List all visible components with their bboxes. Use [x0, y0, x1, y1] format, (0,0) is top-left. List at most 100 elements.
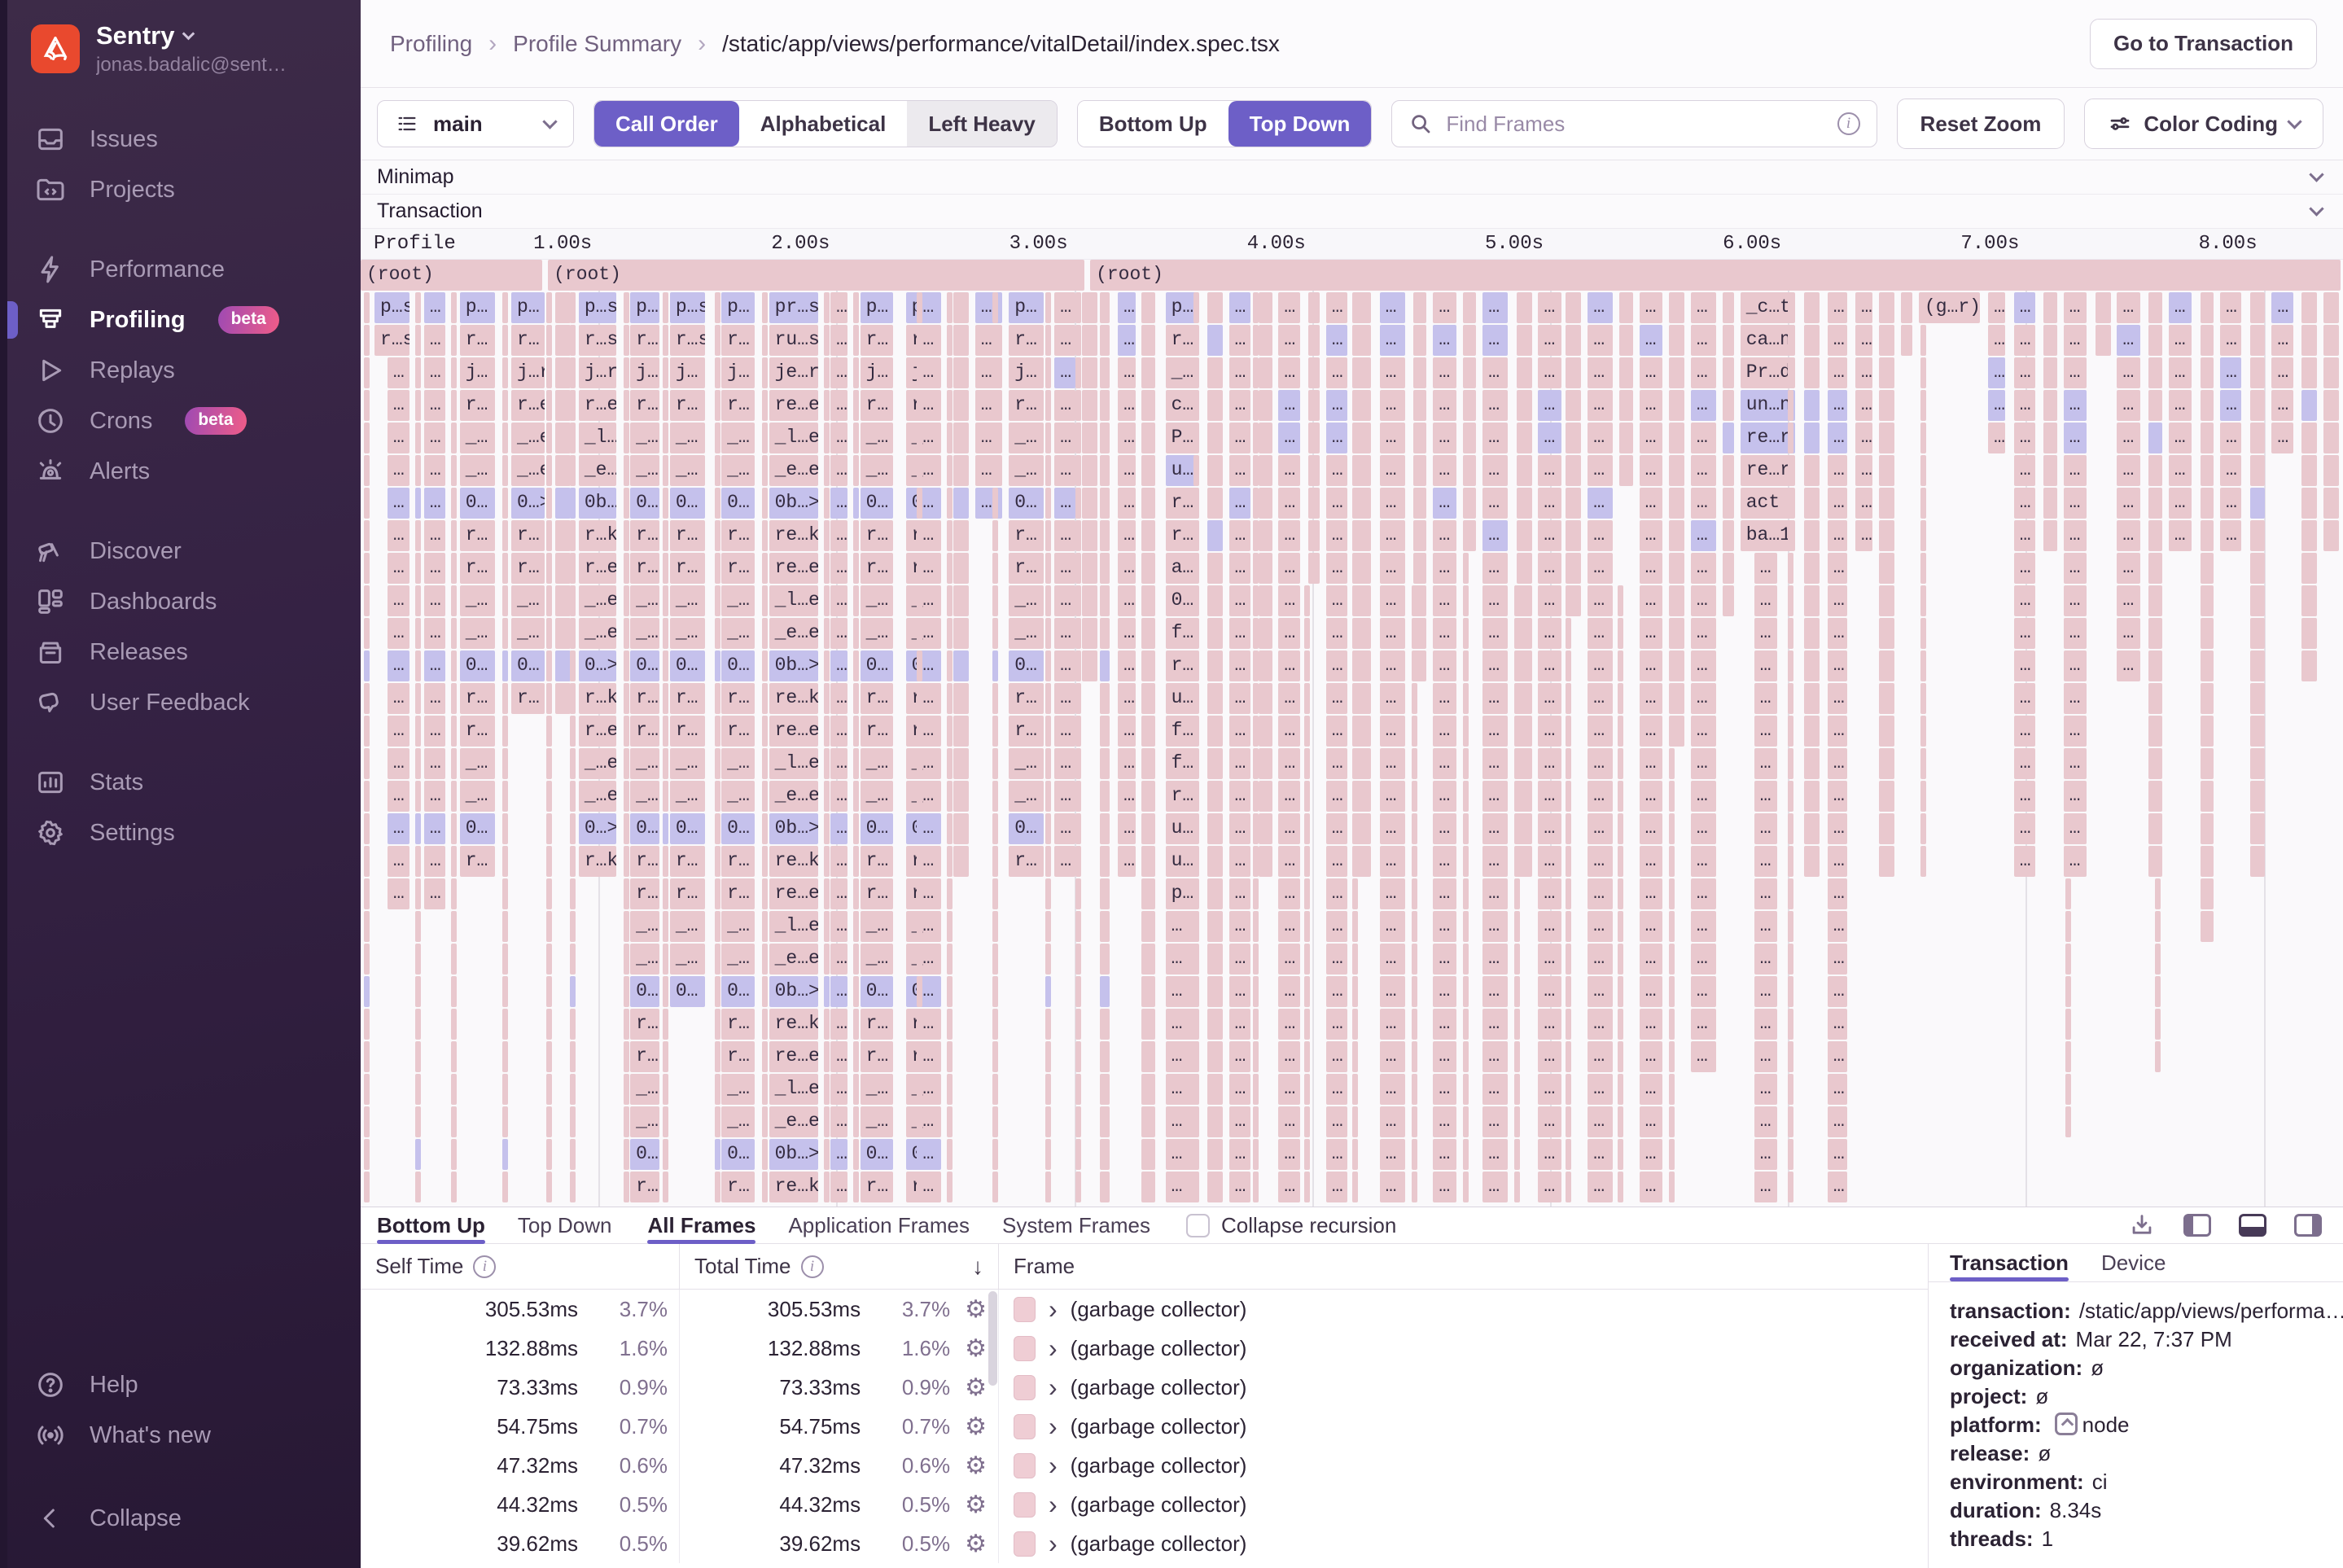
flame-frame[interactable]: [947, 488, 953, 519]
flame-frame[interactable]: [1804, 488, 1820, 519]
flame-frame[interactable]: …: [1229, 683, 1250, 714]
flame-frame[interactable]: …: [2220, 455, 2241, 486]
flame-frame[interactable]: [1723, 292, 1734, 323]
flame-frame[interactable]: …: [1691, 976, 1716, 1007]
flame-frame[interactable]: [917, 813, 922, 844]
flame-frame[interactable]: [1514, 1074, 1520, 1105]
flame-frame[interactable]: r…: [1009, 553, 1044, 584]
flame-frame[interactable]: [1259, 357, 1272, 388]
flame-frame[interactable]: [1045, 520, 1051, 551]
flame-frame[interactable]: p…: [511, 292, 545, 323]
flame-frame[interactable]: …: [2220, 423, 2241, 453]
flame-frame[interactable]: [555, 455, 571, 486]
flame-frame[interactable]: [1075, 813, 1081, 844]
flame-frame[interactable]: …: [1380, 813, 1405, 844]
flame-frame[interactable]: [947, 781, 953, 812]
flame-frame[interactable]: [1207, 846, 1223, 877]
flame-frame[interactable]: [624, 1106, 629, 1137]
flame-frame[interactable]: [1514, 1172, 1520, 1202]
flame-frame[interactable]: [1618, 911, 1623, 942]
flame-frame[interactable]: [2250, 390, 2266, 421]
flame-frame[interactable]: …: [1640, 488, 1663, 519]
flame-frame[interactable]: …: [2014, 520, 2035, 551]
flame-frame[interactable]: …: [1326, 1074, 1347, 1105]
flame-frame[interactable]: 0…: [906, 650, 941, 681]
flame-frame[interactable]: …: [1118, 325, 1135, 356]
flame-frame[interactable]: [1804, 423, 1820, 453]
flame-frame[interactable]: [1193, 1106, 1199, 1137]
flame-frame[interactable]: [1082, 520, 1097, 551]
collapse-recursion-toggle[interactable]: Collapse recursion: [1186, 1213, 1396, 1238]
flame-frame[interactable]: …: [1433, 423, 1456, 453]
flame-frame[interactable]: [953, 683, 969, 714]
flame-frame[interactable]: [947, 976, 953, 1007]
flame-frame[interactable]: [853, 1139, 859, 1170]
flame-frame[interactable]: [546, 553, 552, 584]
flame-frame[interactable]: [2148, 781, 2161, 812]
flame-frame[interactable]: …: [1482, 878, 1508, 909]
flame-frame[interactable]: [853, 423, 859, 453]
flame-frame[interactable]: …: [1588, 650, 1613, 681]
flame-frame[interactable]: [1566, 292, 1571, 323]
flame-frame[interactable]: …: [1278, 1009, 1299, 1040]
flame-frame[interactable]: [451, 292, 457, 323]
flame-frame[interactable]: [624, 292, 629, 323]
flame-frame[interactable]: r…: [511, 520, 545, 551]
flame-frame[interactable]: [451, 1172, 457, 1202]
flame-frame[interactable]: [364, 683, 370, 714]
flame-frame[interactable]: …: [1828, 520, 1847, 551]
flame-frame[interactable]: [1669, 683, 1684, 714]
flame-frame[interactable]: r…: [670, 716, 705, 747]
flame-frame[interactable]: …: [1433, 1009, 1456, 1040]
flame-frame[interactable]: [1352, 716, 1358, 747]
flame-frame[interactable]: …: [2014, 455, 2035, 486]
flame-frame[interactable]: …: [1828, 1074, 1847, 1105]
flame-frame[interactable]: …: [1278, 911, 1299, 942]
flame-frame[interactable]: [2301, 520, 2317, 551]
flame-frame[interactable]: [2065, 1106, 2071, 1137]
flame-frame[interactable]: [570, 1139, 576, 1170]
flame-frame[interactable]: [1193, 1041, 1199, 1072]
flame-frame[interactable]: …: [1326, 748, 1347, 779]
flame-frame[interactable]: [992, 1041, 998, 1072]
flame-frame[interactable]: [2201, 781, 2214, 812]
flame-frame[interactable]: [1253, 357, 1259, 388]
flame-frame[interactable]: [1413, 520, 1426, 551]
flame-frame[interactable]: [1082, 488, 1097, 519]
flame-frame[interactable]: _…: [630, 585, 659, 616]
search-input[interactable]: [1446, 112, 1824, 137]
flame-frame[interactable]: [853, 553, 859, 584]
flame-frame[interactable]: [1193, 390, 1199, 421]
flame-frame[interactable]: …: [2271, 423, 2293, 453]
flame-frame[interactable]: [570, 423, 576, 453]
flame-frame[interactable]: [1141, 911, 1154, 942]
flame-frame[interactable]: [2201, 813, 2214, 844]
flame-frame[interactable]: [570, 520, 576, 551]
expand-chevron-icon[interactable]: ›: [1049, 1296, 1058, 1322]
flame-frame[interactable]: _…: [460, 748, 495, 779]
flame-frame[interactable]: [1352, 488, 1358, 519]
flame-frame[interactable]: [715, 553, 720, 584]
flame-frame[interactable]: [1207, 748, 1223, 779]
flame-frame[interactable]: _…: [460, 618, 495, 649]
flame-frame[interactable]: [1723, 455, 1734, 486]
flame-frame[interactable]: [1566, 390, 1571, 421]
flame-frame[interactable]: _…: [460, 455, 495, 486]
sort-alphabetical[interactable]: Alphabetical: [739, 101, 908, 147]
flame-frame[interactable]: …: [1855, 292, 1872, 323]
flame-frame[interactable]: [762, 716, 768, 747]
flame-frame[interactable]: …: [388, 781, 409, 812]
flame-frame[interactable]: [1207, 1074, 1223, 1105]
flame-frame[interactable]: [1253, 553, 1259, 584]
flame-frame[interactable]: …: [1433, 748, 1456, 779]
flame-frame[interactable]: [1879, 390, 1894, 421]
search-info-icon[interactable]: i: [1837, 112, 1860, 135]
flame-frame[interactable]: …: [1229, 716, 1250, 747]
flame-frame[interactable]: _…: [721, 423, 755, 453]
flame-frame[interactable]: [1463, 911, 1469, 942]
flame-frame[interactable]: [546, 455, 552, 486]
flame-frame[interactable]: …: [424, 423, 445, 453]
flame-frame[interactable]: [1141, 781, 1154, 812]
flame-frame[interactable]: r…: [906, 1041, 941, 1072]
flame-frame[interactable]: [1413, 390, 1426, 421]
